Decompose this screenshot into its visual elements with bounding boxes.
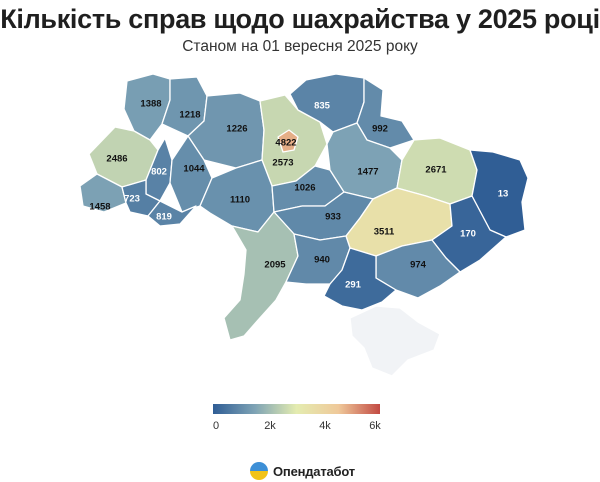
region-value-kyiv-city: 4822 xyxy=(275,138,296,149)
region-value-donetsk: 170 xyxy=(460,229,476,240)
legend-tick-6k: 6k xyxy=(369,420,381,432)
region-kyiv-city xyxy=(277,129,299,153)
region-value-volyn: 1388 xyxy=(140,99,161,110)
region-value-cherkasy: 1026 xyxy=(294,183,315,194)
region-chernivtsi xyxy=(147,200,197,227)
region-value-lviv: 2486 xyxy=(106,154,127,165)
brand-name: Опендатабот xyxy=(273,463,355,479)
region-value-kyiv-oblast: 2573 xyxy=(272,158,293,169)
legend-color-bar xyxy=(213,404,380,414)
region-value-odesa: 2095 xyxy=(264,260,286,271)
region-value-vinnytsia: 1110 xyxy=(230,195,250,206)
region-value-chernivtsi: 819 xyxy=(156,212,172,223)
region-crimea xyxy=(349,305,441,377)
region-odesa xyxy=(223,211,299,341)
region-value-chernihiv: 835 xyxy=(314,101,331,112)
region-value-kirovohrad: 933 xyxy=(325,212,341,223)
map-subtitle: Станом на 01 вересня 2025 року xyxy=(182,38,418,55)
region-donetsk xyxy=(431,195,507,273)
region-value-kharkiv: 2671 xyxy=(425,165,447,176)
legend-tick-4k: 4k xyxy=(319,420,331,432)
region-luhansk xyxy=(469,149,529,238)
region-value-sumy: 992 xyxy=(372,124,388,135)
region-value-khmelnytskyi: 1044 xyxy=(183,164,205,175)
region-sumy xyxy=(356,77,415,149)
brand-flag-icon xyxy=(250,462,268,480)
region-value-poltava: 1477 xyxy=(357,167,378,178)
map-title: Кількість справ щодо шахрайства у 2025 р… xyxy=(0,4,600,34)
region-value-zakarpattia: 1458 xyxy=(89,202,110,213)
legend-tick-2k: 2k xyxy=(264,420,276,432)
region-value-kherson: 291 xyxy=(345,280,362,291)
region-value-rivne: 1218 xyxy=(179,110,200,121)
region-value-dnipropetrovsk: 3511 xyxy=(374,227,395,238)
brand-logo: Опендатабот xyxy=(250,460,355,482)
region-value-ivano-frankivsk: 723 xyxy=(124,194,140,205)
region-value-mykolaiv: 940 xyxy=(314,255,330,266)
region-value-ternopil: 802 xyxy=(151,167,167,178)
region-value-zhytomyr: 1226 xyxy=(226,124,247,135)
region-kherson xyxy=(323,247,397,311)
legend-tick-0: 0 xyxy=(212,420,220,432)
region-value-zaporizhzhia: 974 xyxy=(410,260,427,271)
region-value-luhansk: 13 xyxy=(498,189,509,200)
